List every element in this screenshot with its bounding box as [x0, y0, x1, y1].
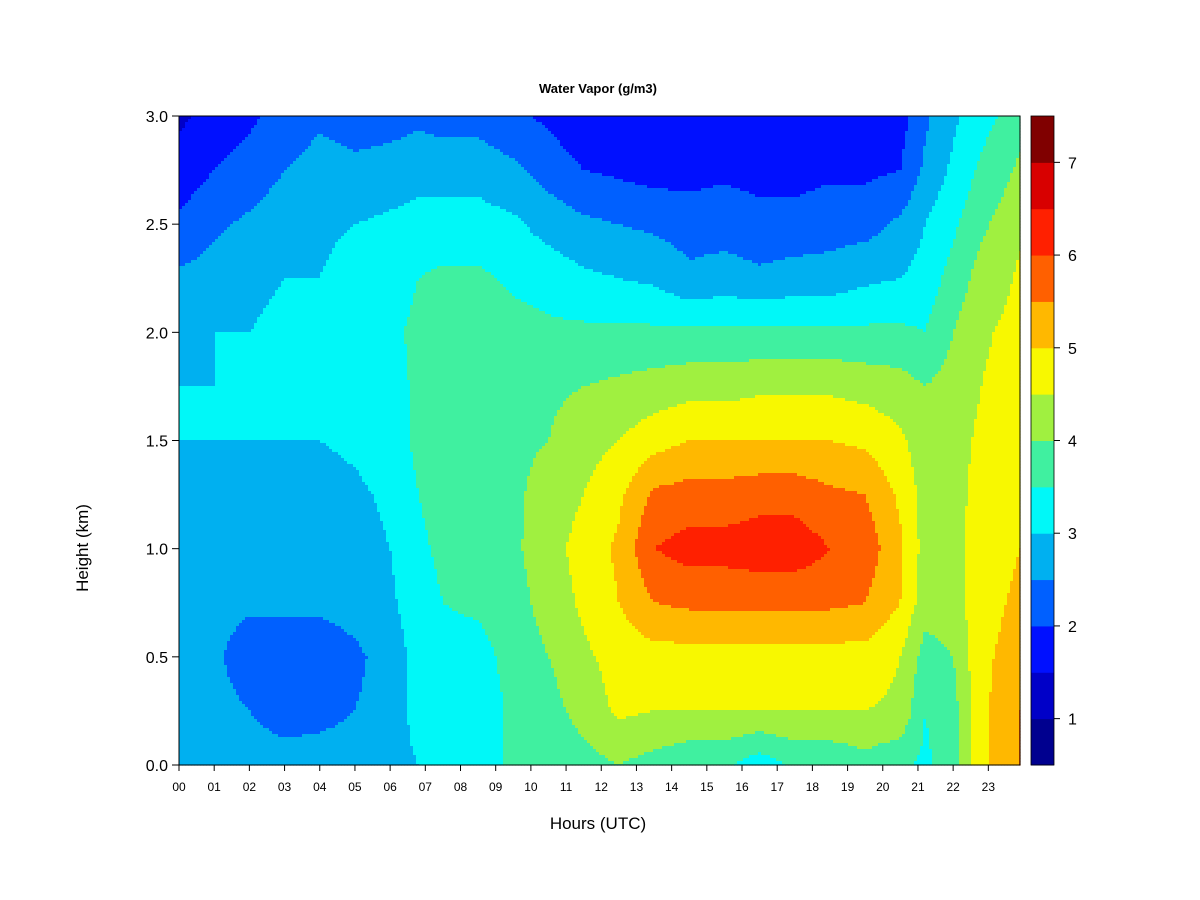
- heatmap-plot-area: [179, 116, 1021, 766]
- chart-title: Water Vapor (g/m3): [539, 81, 657, 96]
